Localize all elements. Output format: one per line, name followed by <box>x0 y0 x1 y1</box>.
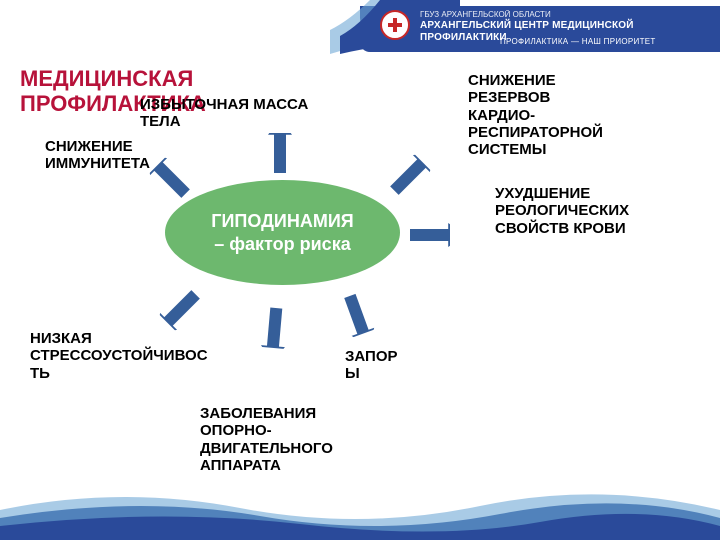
label-blood: УХУДШЕНИЕРЕОЛОГИЧЕСКИХСВОЙСТВ КРОВИ <box>495 185 720 237</box>
footer-waves <box>0 480 720 540</box>
arrow-blood <box>400 210 450 260</box>
header-tagline: ПРОФИЛАКТИКА — НАШ ПРИОРИТЕТ <box>500 37 656 46</box>
center-node: ГИПОДИНАМИЯ– фактор риска <box>165 180 400 285</box>
header-org-line1: ГБУЗ АРХАНГЕЛЬСКОЙ ОБЛАСТИ <box>420 10 720 20</box>
label-stress: НИЗКАЯСТРЕССОУСТОЙЧИВОСТЬ <box>30 330 250 382</box>
page-title-line1: МЕДИЦИНСКАЯ <box>20 66 206 91</box>
arrow-constip <box>323 278 387 342</box>
logo-cross-icon <box>380 10 410 40</box>
label-constip: ЗАПОРЫ <box>345 348 445 383</box>
label-immun: СНИЖЕНИЕИММУНИТЕТА <box>45 138 225 173</box>
label-muscul: ЗАБОЛЕВАНИЯОПОРНО-ДВИГАТЕЛЬНОГОАППАРАТА <box>200 405 410 474</box>
arrow-muscul <box>248 296 302 350</box>
slide: ГБУЗ АРХАНГЕЛЬСКОЙ ОБЛАСТИ АРХАНГЕЛЬСКИЙ… <box>0 0 720 540</box>
label-cardio: СНИЖЕНИЕРЕЗЕРВОВКАРДИО-РЕСПИРАТОРНОЙСИСТ… <box>468 72 698 158</box>
label-mass: ИЗБЫТОЧНАЯ МАССАТЕЛА <box>140 96 370 131</box>
arrow-mass <box>255 133 305 183</box>
center-node-text: ГИПОДИНАМИЯ– фактор риска <box>211 210 353 255</box>
